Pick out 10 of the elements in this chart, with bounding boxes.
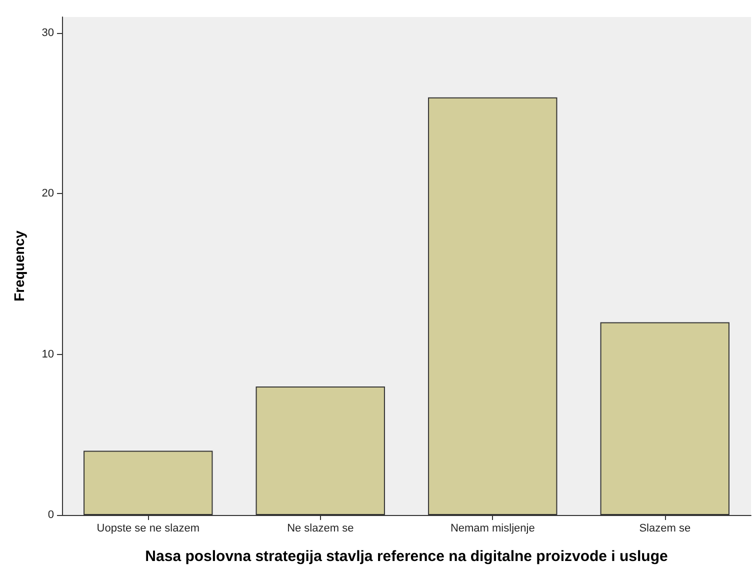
y-tick-label: 10 xyxy=(42,348,54,360)
x-axis-title: Nasa poslovna strategija stavlja reference na digitalne proizvode i usluge xyxy=(145,548,668,565)
x-tick-label: Nemam misljenje xyxy=(450,522,535,534)
y-axis-title: Frequency xyxy=(11,230,27,302)
x-tick-label: Uopste se ne slazem xyxy=(96,522,200,534)
y-tick-label: 20 xyxy=(42,188,54,200)
x-tick-label: Slazem se xyxy=(639,522,691,534)
y-tick-label: 30 xyxy=(42,27,54,40)
y-tick-label: 0 xyxy=(48,509,54,521)
x-tick-label: Ne slazem se xyxy=(287,522,354,534)
